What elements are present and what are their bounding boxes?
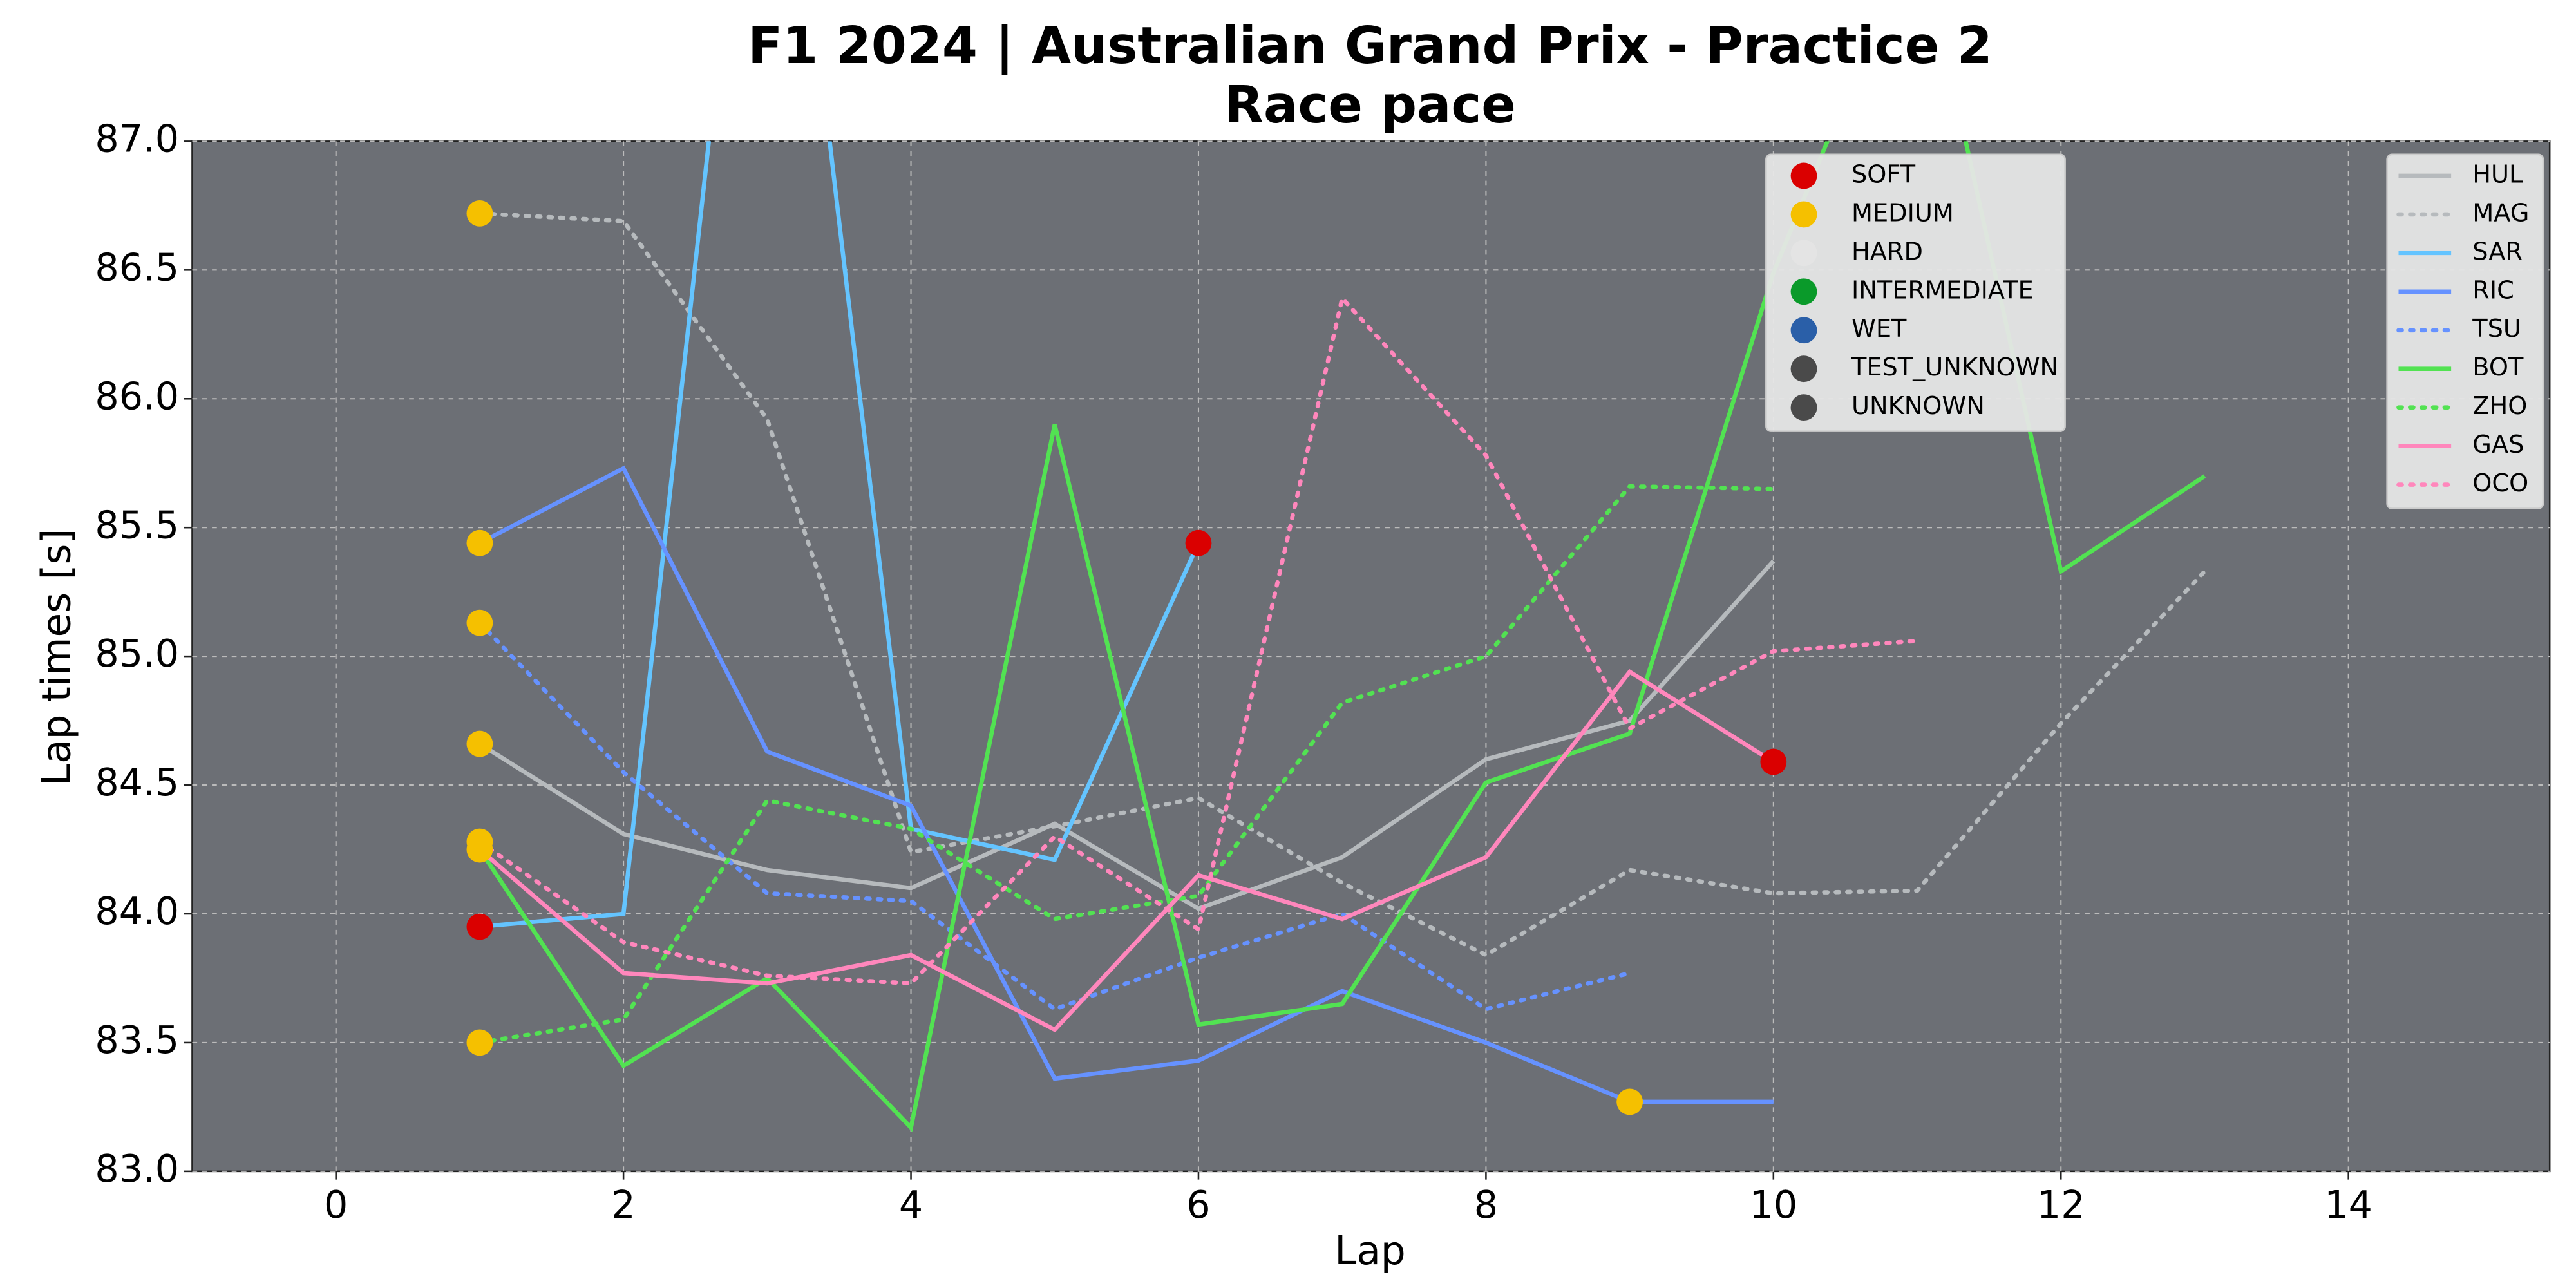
x-tick-label: 6 <box>1186 1183 1210 1227</box>
legend-label: RIC <box>2472 276 2514 305</box>
legend-label: TEST_UNKNOWN <box>1851 353 2058 382</box>
x-tick-label: 12 <box>2037 1183 2085 1227</box>
driver-legend-box <box>2386 153 2544 509</box>
series-line <box>477 294 1920 986</box>
legend-label: UNKNOWN <box>1852 392 1985 421</box>
legend-label: ZHO <box>2472 392 2527 421</box>
x-tick-label: 10 <box>1750 1183 1798 1227</box>
legend-swatch <box>1790 162 1817 189</box>
legend-label: MEDIUM <box>1852 198 1954 227</box>
y-tick-label: 83.5 <box>95 1018 179 1062</box>
y-axis-label: Lap times [s] <box>33 529 79 786</box>
series-line <box>479 141 1200 929</box>
legend-swatch <box>1790 278 1817 305</box>
series-lines <box>477 141 2207 1132</box>
legend-swatch <box>1790 394 1817 421</box>
chart-subtitle: Race pace <box>1224 75 1516 135</box>
compound-marker <box>466 730 493 757</box>
series-line <box>478 141 2206 1132</box>
y-tick-label: 86.0 <box>95 374 179 418</box>
compound-marker <box>466 200 493 227</box>
compound-marker <box>466 836 493 863</box>
compound-marker <box>1760 748 1787 775</box>
chart-title: F1 2024 | Australian Grand Prix - Practi… <box>748 16 1993 75</box>
x-tick-label: 8 <box>1474 1183 1498 1227</box>
y-tick-label: 84.5 <box>95 761 179 804</box>
compound-markers <box>466 200 1787 1115</box>
legend-label: BOT <box>2472 353 2524 382</box>
legends: SOFT MEDIUM HARD INTERMEDIATE WET TEST_UNKNOW… <box>1765 153 2544 509</box>
x-tick-label: 14 <box>2324 1183 2372 1227</box>
series-line <box>477 484 1776 1045</box>
series-line <box>478 559 1776 911</box>
legend-swatch <box>1790 317 1817 344</box>
compound-marker <box>1185 529 1212 556</box>
compound-legend-box <box>1765 153 2066 432</box>
legend-swatch <box>1790 240 1817 267</box>
legend-label: GAS <box>2472 430 2524 459</box>
legend-label: TSU <box>2472 314 2521 343</box>
y-tick-label: 87.0 <box>95 117 179 160</box>
legend-swatch <box>1790 355 1817 383</box>
y-tick-label: 85.0 <box>95 632 179 676</box>
series-line <box>477 211 2207 958</box>
legend-label: SAR <box>2472 237 2523 266</box>
legend-label: WET <box>1852 314 1907 343</box>
legend-label: INTERMEDIATE <box>1852 276 2034 305</box>
series-line <box>477 620 1632 1012</box>
x-tick-label: 2 <box>611 1183 635 1227</box>
compound-marker <box>466 529 493 556</box>
compound-marker <box>466 609 493 636</box>
legend-label: OCO <box>2472 469 2528 498</box>
legend-label: SOFT <box>1852 160 1916 189</box>
legend-swatch <box>1790 201 1817 228</box>
compound-marker <box>466 913 493 940</box>
series-line <box>478 668 1775 1033</box>
x-axis-label: Lap <box>1334 1228 1405 1274</box>
legend-label: HARD <box>1852 237 1923 266</box>
legend-label: MAG <box>2472 198 2529 227</box>
legend-label: HUL <box>2472 160 2523 189</box>
y-tick-label: 84.0 <box>95 889 179 933</box>
compound-marker <box>1616 1088 1643 1115</box>
x-tick-label: 0 <box>324 1183 348 1227</box>
grid: 0 2 4 6 8 10 12 14 83.0 83.5 84.0 84.5 85.0 85.5 86.0 8… <box>95 117 2550 1227</box>
series-line <box>478 465 1774 1104</box>
compound-marker <box>466 1029 493 1056</box>
y-tick-label: 83.0 <box>95 1147 179 1191</box>
x-tick-label: 4 <box>899 1183 923 1227</box>
y-tick-label: 85.5 <box>95 503 179 547</box>
y-tick-label: 86.5 <box>95 245 179 289</box>
